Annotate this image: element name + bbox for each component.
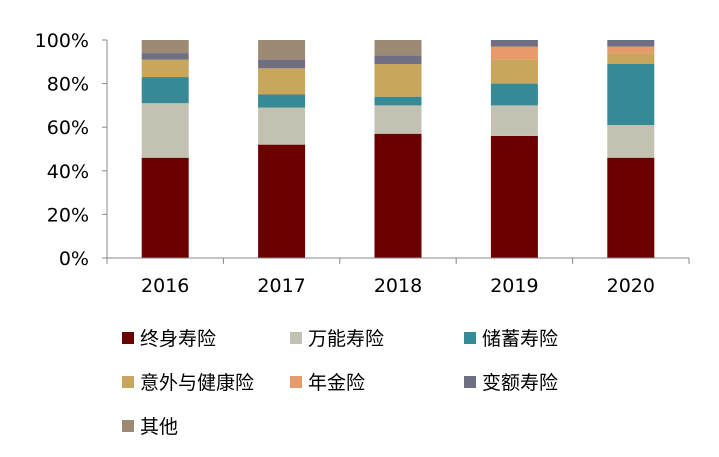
legend-item: 意外与健康险 xyxy=(122,372,254,394)
legend-item: 变额寿险 xyxy=(464,372,558,394)
x-tick-label: 2018 xyxy=(374,275,422,297)
bar-segment xyxy=(141,59,189,78)
y-tick-label: 60% xyxy=(47,117,89,139)
bar-segment xyxy=(258,144,306,258)
bar-segment xyxy=(490,83,538,106)
legend-label: 其他 xyxy=(140,416,178,438)
legend-label: 终身寿险 xyxy=(140,328,216,350)
x-tick-label: 2017 xyxy=(257,275,305,297)
legend-swatch xyxy=(464,376,476,388)
bar-segment xyxy=(490,135,538,258)
bar-segment xyxy=(141,157,189,258)
legend-label: 万能寿险 xyxy=(308,328,384,350)
bar-segment xyxy=(141,40,189,54)
bar-segment xyxy=(607,40,655,47)
bar-segment xyxy=(607,53,655,64)
legend-item: 万能寿险 xyxy=(290,328,384,350)
y-tick-label: 0% xyxy=(59,248,89,270)
bar-segment xyxy=(258,68,306,95)
bar-segment xyxy=(258,94,306,108)
y-tick-label: 40% xyxy=(47,161,89,183)
bar-segment xyxy=(607,46,655,54)
x-tick-label: 2016 xyxy=(141,275,189,297)
bar-segment xyxy=(490,40,538,47)
legend-item: 年金险 xyxy=(290,372,365,394)
bar-segment xyxy=(490,46,538,60)
bar-segment xyxy=(490,59,538,84)
legend-item: 其他 xyxy=(122,416,178,438)
bar-segment xyxy=(607,157,655,258)
bar-segment xyxy=(374,96,422,106)
y-tick-label: 80% xyxy=(47,74,89,96)
bars-layer xyxy=(141,40,655,258)
bar-segment xyxy=(141,53,189,60)
bar-segment xyxy=(258,40,306,60)
legend-label: 年金险 xyxy=(308,372,365,394)
bar-segment xyxy=(607,63,655,126)
axes-layer: 0% 20% 40% 60% 80% 100% 2016 2017 2018 2019 2020 xyxy=(35,30,690,297)
legend-swatch xyxy=(290,376,302,388)
legend-swatch xyxy=(464,332,476,344)
legend-label: 变额寿险 xyxy=(482,372,558,394)
bar-segment xyxy=(490,105,538,136)
bar-segment xyxy=(607,125,655,158)
legend-swatch xyxy=(122,420,134,432)
bar-segment xyxy=(374,55,422,64)
legend-label: 储蓄寿险 xyxy=(482,328,558,350)
bar-segment xyxy=(258,59,306,69)
legend-label: 意外与健康险 xyxy=(140,372,254,394)
legend-swatch xyxy=(122,332,134,344)
legend-item: 储蓄寿险 xyxy=(464,328,558,350)
bar-segment xyxy=(141,103,189,158)
bar-segment xyxy=(374,105,422,134)
y-tick-label: 20% xyxy=(47,204,89,226)
x-tick-label: 2020 xyxy=(607,275,655,297)
legend-item: 终身寿险 xyxy=(122,328,216,350)
bar-segment xyxy=(374,40,422,56)
bar-segment xyxy=(141,77,189,104)
y-tick-label: 100% xyxy=(35,30,89,52)
x-tick-label: 2019 xyxy=(490,275,538,297)
legend-swatch xyxy=(290,332,302,344)
bar-segment xyxy=(258,107,306,145)
legend-swatch xyxy=(122,376,134,388)
bar-segment xyxy=(374,63,422,97)
bar-segment xyxy=(374,133,422,258)
